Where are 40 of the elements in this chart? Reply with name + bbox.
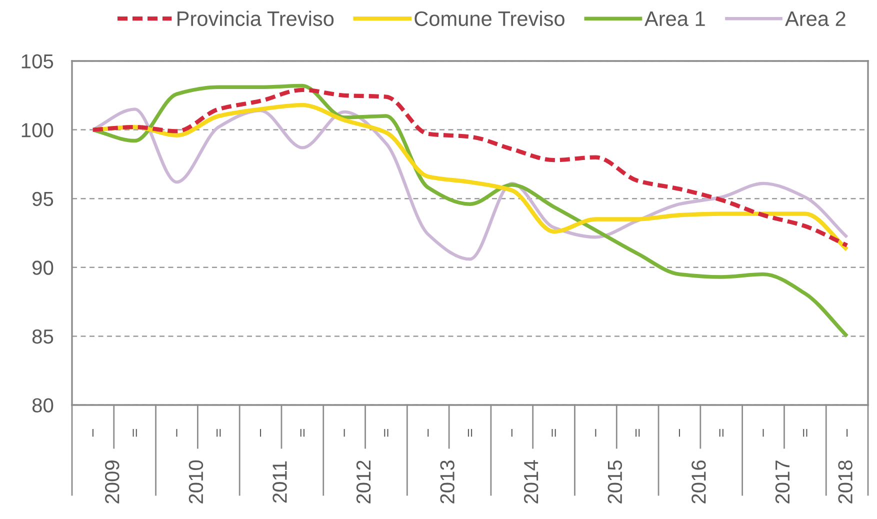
x-tick-label: I (428, 429, 429, 437)
text: 2017 (775, 460, 790, 504)
text: 2010 (188, 460, 204, 504)
x-tick-label: I (176, 429, 178, 437)
y-tick-label: 105 (22, 54, 54, 68)
x-tick-label: I (92, 429, 94, 437)
x-tick-label: II (719, 429, 724, 437)
y-tick-label: 85 (32, 329, 54, 344)
x-tick-label: I (344, 429, 345, 437)
x-tick-label: II (300, 429, 304, 437)
x-tick-label: II (636, 429, 640, 437)
y-tick-label: 95 (32, 192, 54, 206)
text: 2011 (272, 461, 287, 503)
text: 2012 (356, 460, 371, 504)
x-tick-label: I (260, 429, 262, 437)
legend-label: Comune Treviso (414, 10, 564, 26)
y-tick-label: 90 (32, 260, 54, 275)
x-tick-label: I (762, 429, 764, 437)
x-tick-label: I (678, 429, 680, 437)
x-tick-label: I (846, 429, 848, 437)
x-tick-label: II (803, 429, 808, 437)
x-tick-label: II (384, 429, 388, 437)
x-tick-label: II (552, 429, 556, 437)
x-tick-label: I (595, 429, 596, 437)
text: 2015 (608, 460, 622, 504)
text: 2014 (524, 460, 538, 504)
legend-label: Provincia Treviso (178, 10, 334, 26)
text: 2016 (692, 460, 706, 504)
line-series (91, 84, 849, 338)
y-tick-label: 100 (22, 123, 54, 138)
legend-label: Area 2 (785, 11, 846, 26)
y-tick-label: 80 (32, 398, 54, 412)
text: 2013 (440, 460, 454, 504)
x-tick-label: II (216, 429, 221, 437)
text: 2018 (838, 460, 852, 504)
x-tick-label: I (511, 429, 512, 437)
text: 2009 (105, 460, 120, 504)
legend-label: Area 1 (644, 12, 705, 26)
x-tick-label: II (132, 429, 137, 437)
x-tick-label: II (468, 429, 472, 437)
